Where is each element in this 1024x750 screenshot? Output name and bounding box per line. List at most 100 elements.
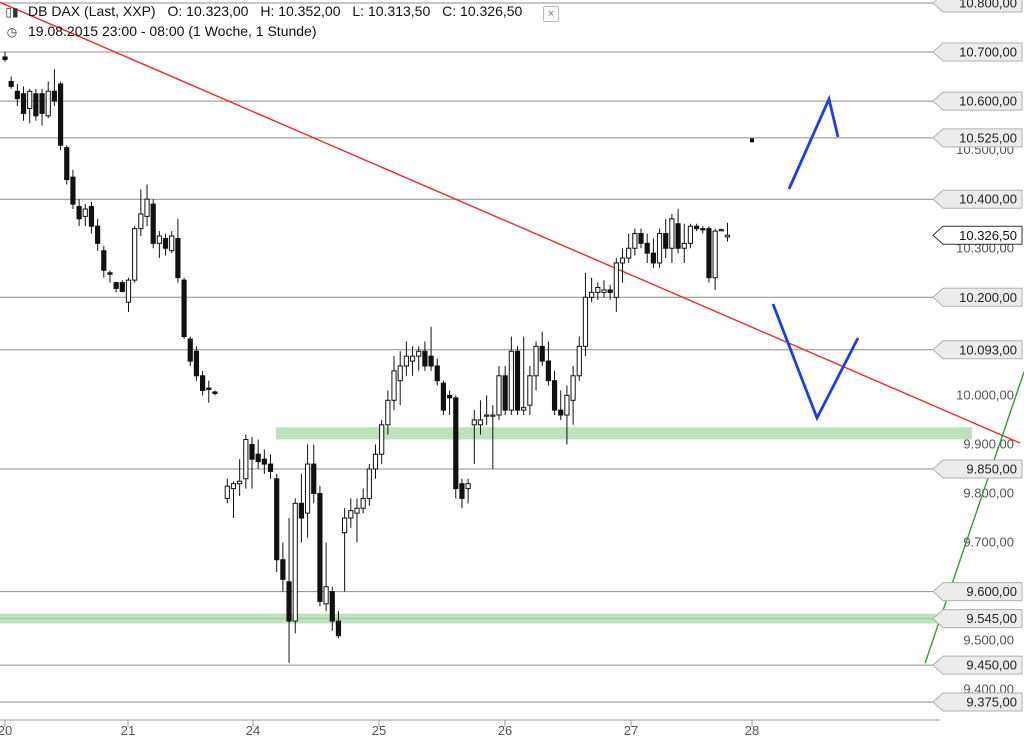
candle — [280, 542, 286, 592]
candle — [533, 341, 539, 391]
candle — [212, 390, 218, 396]
candle-body — [440, 382, 447, 411]
support-zone — [276, 427, 972, 440]
price-tag: 9.600,00 — [932, 582, 1023, 602]
candle-body — [329, 591, 335, 622]
candle — [687, 223, 694, 249]
candle-body — [224, 485, 230, 499]
candle — [342, 508, 348, 592]
candle-body — [181, 279, 187, 338]
close-button[interactable]: × — [543, 6, 559, 22]
price-tag: 9.450,00 — [932, 655, 1023, 675]
bullish-scenario-arrow — [787, 94, 840, 190]
candle-body — [33, 93, 39, 117]
candle-body — [632, 233, 638, 249]
candle — [2, 52, 8, 62]
x-tick-label: 28 — [745, 723, 759, 738]
candle — [311, 444, 317, 504]
candle — [150, 199, 156, 249]
candles — [2, 52, 754, 663]
candle — [471, 410, 477, 465]
candle — [440, 380, 447, 416]
candle — [484, 395, 490, 425]
price-tag-label: 10.800,00 — [959, 0, 1017, 11]
candle-body — [193, 350, 200, 377]
candle — [607, 285, 613, 300]
candle-body — [144, 198, 150, 217]
candle — [397, 351, 403, 406]
candle — [255, 439, 261, 469]
candle — [650, 238, 656, 268]
candle — [589, 277, 595, 303]
candle-body — [82, 208, 88, 217]
candle-body — [416, 350, 422, 357]
candle-body — [700, 228, 706, 231]
candle — [391, 356, 397, 411]
candle — [539, 331, 545, 366]
candle-body — [484, 414, 490, 417]
candle — [712, 228, 718, 290]
candle — [447, 390, 453, 416]
resistance-trendline — [0, 1, 1021, 444]
price-tag: 10.600,00 — [932, 91, 1023, 111]
price-tag: 9.850,00 — [932, 459, 1023, 479]
candle-body — [502, 375, 508, 411]
candle-body — [545, 360, 551, 382]
candle-body — [280, 559, 286, 580]
price-tag-box — [932, 582, 1023, 602]
candle — [632, 228, 638, 256]
candle-body — [539, 345, 545, 362]
candle — [601, 280, 607, 298]
candle-body — [70, 176, 76, 205]
candle-body — [650, 252, 656, 264]
price-tag: 9.375,00 — [932, 692, 1023, 712]
candle-body — [64, 147, 70, 181]
price-tag-label: 9.450,00 — [966, 658, 1017, 673]
price-tag-box — [932, 287, 1023, 307]
price-tag-label: 9.600,00 — [966, 584, 1017, 599]
candle-body — [150, 203, 156, 244]
candle — [162, 233, 169, 256]
candle — [237, 459, 243, 496]
candle-body — [51, 90, 57, 102]
candle-body — [298, 502, 304, 519]
candle-body — [564, 394, 570, 416]
candle-body — [663, 233, 669, 249]
candle-body — [274, 478, 280, 561]
candle — [409, 346, 416, 376]
candle — [187, 336, 193, 366]
candle-body — [403, 355, 409, 367]
x-tick-label: 21 — [121, 723, 135, 738]
candle — [113, 281, 119, 293]
price-tag: 10.326,50 — [932, 225, 1023, 245]
open-value: O: 10.323,00 — [167, 3, 249, 19]
candle-body — [348, 510, 354, 519]
candle-body — [589, 291, 595, 298]
candle — [360, 488, 366, 514]
close-value: C: 10.326,50 — [442, 3, 523, 19]
x-tick-label: 26 — [498, 723, 512, 738]
candle-body — [712, 230, 718, 279]
candle-body — [304, 463, 311, 514]
price-tag-label: 10.700,00 — [959, 45, 1017, 60]
candle-body — [465, 483, 471, 490]
candle-body — [694, 225, 700, 230]
candle — [95, 218, 101, 251]
price-tag-label: 10.400,00 — [959, 192, 1017, 207]
candle-body — [570, 375, 576, 401]
candle — [385, 390, 391, 435]
candle-body — [255, 453, 261, 463]
price-tag-label: 9.850,00 — [966, 461, 1017, 476]
candle — [175, 218, 181, 283]
candle — [496, 365, 502, 420]
candle — [348, 498, 354, 528]
candle-body — [656, 233, 663, 264]
candle — [669, 213, 675, 263]
price-tag-label: 9.545,00 — [966, 611, 1017, 626]
price-tag-box — [932, 692, 1023, 712]
candle — [675, 209, 681, 254]
candle — [570, 365, 576, 425]
candle-body — [379, 424, 385, 455]
price-tag-label: 10.326,50 — [959, 228, 1017, 243]
